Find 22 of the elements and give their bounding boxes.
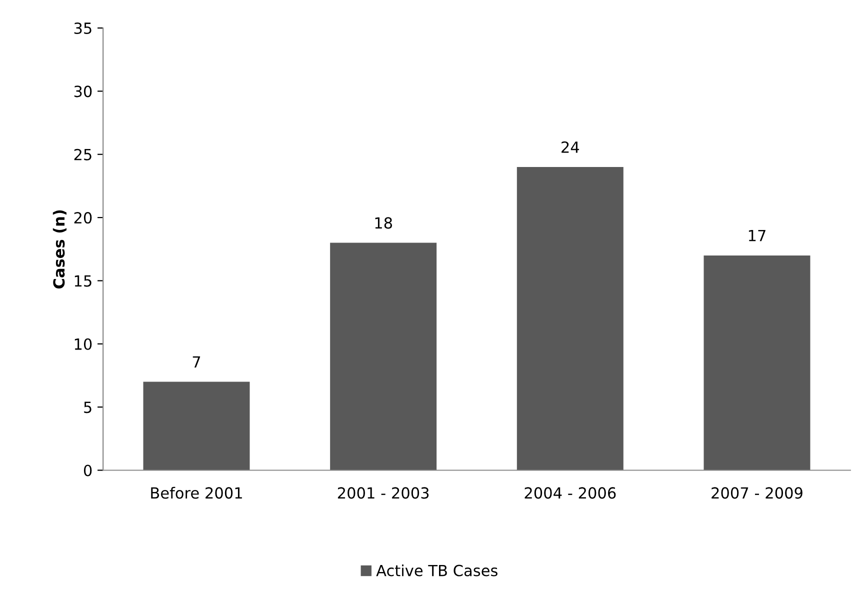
bar (516, 167, 624, 470)
y-tick-label: 30 (74, 86, 92, 98)
x-tick-label: 2007 - 2009 (712, 487, 802, 499)
legend-label: Active TB Cases (376, 564, 498, 576)
y-tick-label: 35 (74, 22, 92, 34)
y-tick-label: 5 (84, 402, 92, 414)
data-label: 7 (192, 356, 200, 368)
data-label: 18 (375, 217, 392, 229)
x-tick-label: 2004 - 2006 (524, 487, 616, 499)
bar (143, 382, 250, 470)
x-tick-label: 2001 - 2003 (338, 487, 429, 499)
y-axis-title: Cases (n) (52, 210, 67, 288)
x-tick-label: Before 2001 (151, 486, 242, 499)
y-tick-label: 25 (74, 148, 92, 160)
bar (704, 255, 810, 470)
y-tick-label: 10 (74, 338, 92, 350)
y-tick-label: 20 (74, 212, 92, 224)
y-tick-label: 0 (84, 464, 92, 476)
y-tick-label: 15 (74, 275, 92, 287)
data-label: 17 (748, 230, 766, 242)
data-label: 24 (562, 141, 580, 153)
bar (330, 242, 437, 470)
